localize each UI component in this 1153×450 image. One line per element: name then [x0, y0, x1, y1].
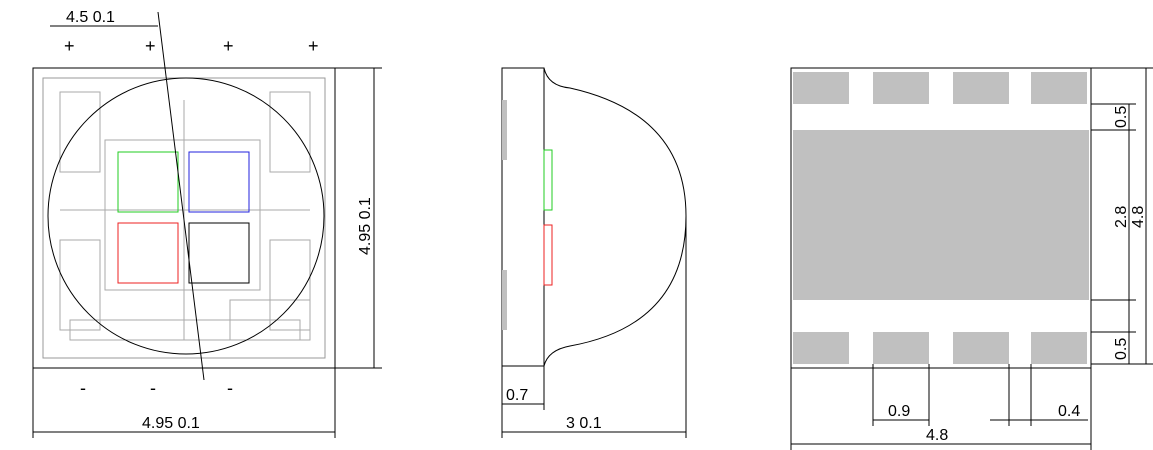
lens-circle: [47, 77, 325, 355]
center-pad-label: 2.8: [1113, 206, 1130, 228]
total-height-label: 3 0.1: [566, 415, 602, 432]
side-dome: [543, 67, 687, 367]
minus-sign-3: -: [227, 378, 233, 398]
overall-height-label: 4.8: [1130, 206, 1147, 228]
plus-sign-1: +: [64, 36, 75, 56]
pad-bottom-1: [793, 332, 849, 364]
pad-bottom-2: [873, 332, 929, 364]
minus-sign-1: -: [80, 378, 86, 398]
pad-height-top-label: 0.5: [1113, 106, 1130, 128]
red-chip: [117, 222, 179, 284]
substrate-traces: [59, 91, 311, 341]
top-view: 4.5 0.1 + + + + - - - 4.95 0.1 4.95 0.1: [32, 9, 382, 438]
green-chip: [117, 151, 179, 213]
plus-sign-2: +: [145, 36, 156, 56]
blue-chip: [188, 151, 250, 213]
bottom-outline: [790, 67, 1092, 369]
gap-label: 0.4: [1058, 403, 1080, 420]
pad-bottom-3: [953, 332, 1009, 364]
top-view-outline: [32, 67, 336, 369]
plus-sign-4: +: [308, 36, 319, 56]
minus-sign-2: -: [150, 378, 156, 398]
base-thickness-label: 0.7: [506, 387, 528, 404]
pad-top-3: [953, 72, 1009, 104]
pad-top-1: [793, 72, 849, 104]
overall-width-label: 4.8: [926, 427, 948, 444]
center-pad: [793, 130, 1089, 300]
side-view: 0.7 3 0.1: [501, 67, 687, 438]
bottom-view: 0.5 2.8 0.5 4.8 0.9 0.4 4.8: [790, 67, 1153, 450]
diameter-label: 4.5 0.1: [66, 9, 115, 26]
pad-bottom-4: [1031, 332, 1087, 364]
height-label: 4.95 0.1: [357, 197, 374, 255]
pad-top-4: [1031, 72, 1087, 104]
pad-width-label: 0.9: [888, 403, 910, 420]
pad-height-bottom-label: 0.5: [1113, 338, 1130, 360]
diameter-leader: [157, 11, 205, 381]
width-label: 4.95 0.1: [142, 415, 200, 432]
side-base: [501, 67, 545, 367]
plus-sign-3: +: [223, 36, 234, 56]
black-chip: [188, 222, 250, 284]
pad-top-2: [873, 72, 929, 104]
